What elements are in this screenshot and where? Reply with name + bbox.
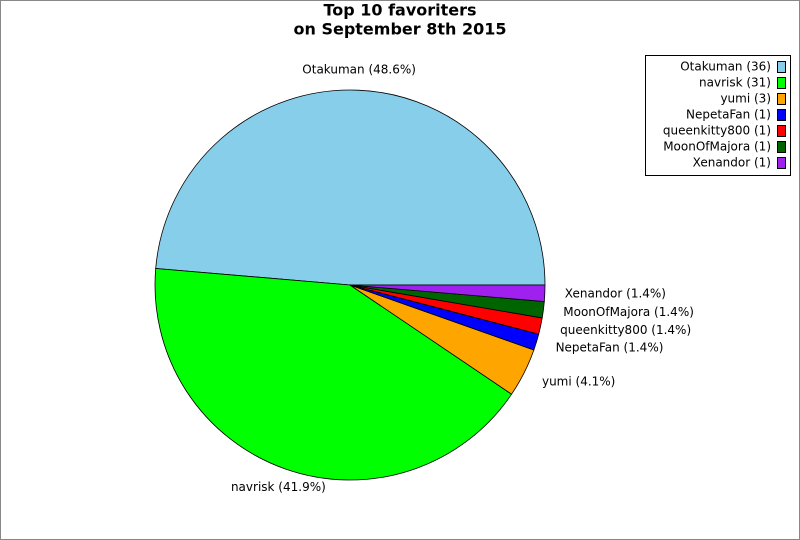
slice-label: Xenandor (1.4%) [565, 287, 666, 301]
legend-label: Otakuman (36) [680, 60, 771, 74]
chart-title: Top 10 favoriters [323, 1, 476, 20]
slice-label: navrisk (41.9%) [231, 480, 326, 494]
legend-label: yumi (3) [720, 92, 771, 106]
legend-swatch [777, 157, 786, 169]
pie-slice [349, 284, 546, 302]
slice-label: MoonOfMajora (1.4%) [563, 305, 694, 319]
legend-box [645, 55, 791, 176]
legend-label: Xenandor (1) [693, 156, 771, 170]
legend-swatch [777, 125, 786, 137]
slice-label: yumi (4.1%) [542, 374, 615, 388]
slice-label: NepetaFan (1.4%) [556, 340, 664, 354]
legend-label: navrisk (31) [699, 76, 771, 90]
legend-swatch [777, 93, 786, 105]
legend-swatch [777, 77, 786, 89]
legend-label: NepetaFan (1) [686, 108, 771, 122]
pie-slice [155, 89, 546, 286]
legend-label: MoonOfMajora (1) [663, 140, 771, 154]
legend-swatch [777, 141, 786, 153]
pie-slice [154, 268, 513, 481]
slice-label: queenkitty800 (1.4%) [560, 323, 691, 337]
chart-subtitle: on September 8th 2015 [294, 20, 507, 39]
legend-swatch [777, 109, 786, 121]
legend-label: queenkitty800 (1) [663, 124, 771, 138]
slice-label: Otakuman (48.6%) [302, 63, 416, 77]
legend-swatch [777, 61, 786, 73]
